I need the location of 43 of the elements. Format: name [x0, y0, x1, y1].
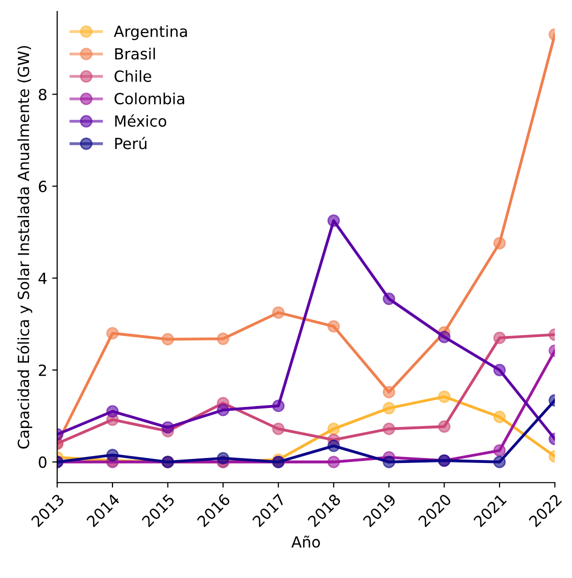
point [438, 390, 451, 403]
point [272, 400, 285, 412]
y-tick-label: 6 [38, 180, 47, 192]
legend-label: Colombia [114, 92, 184, 104]
point [493, 456, 506, 468]
y-tick-label: 0 [38, 456, 46, 468]
point [327, 456, 340, 468]
point [493, 410, 506, 424]
point [216, 332, 230, 346]
legend-label: México [115, 114, 166, 127]
point [382, 422, 396, 436]
y-tick-label: 4 [38, 272, 47, 284]
point [438, 330, 451, 344]
point [493, 236, 506, 250]
point [382, 292, 396, 306]
point [272, 306, 285, 319]
point [162, 421, 174, 434]
point [162, 332, 174, 346]
point [327, 320, 340, 333]
point [493, 444, 506, 457]
x-axis-title: Año [291, 536, 320, 548]
point [493, 332, 506, 344]
point [493, 364, 506, 376]
point [106, 405, 119, 418]
y-axis-title: Capacidad Eólica y Solar Instalada Anualmente (GW) [16, 46, 32, 449]
point [106, 327, 119, 340]
point [327, 422, 340, 436]
legend-label: Perú [115, 136, 146, 150]
point [272, 422, 285, 436]
point [382, 386, 396, 398]
point [216, 404, 230, 416]
point [327, 440, 340, 452]
legend-label: Brasil [115, 48, 155, 60]
legend-label: Chile [114, 70, 152, 82]
point [382, 402, 396, 414]
legend-label: Argentina [114, 25, 187, 40]
point [438, 420, 451, 433]
point [106, 448, 119, 462]
point [327, 214, 340, 227]
y-tick-label: 8 [38, 88, 46, 100]
point [216, 452, 230, 465]
y-tick-label: 2 [38, 364, 46, 376]
point [382, 456, 396, 468]
